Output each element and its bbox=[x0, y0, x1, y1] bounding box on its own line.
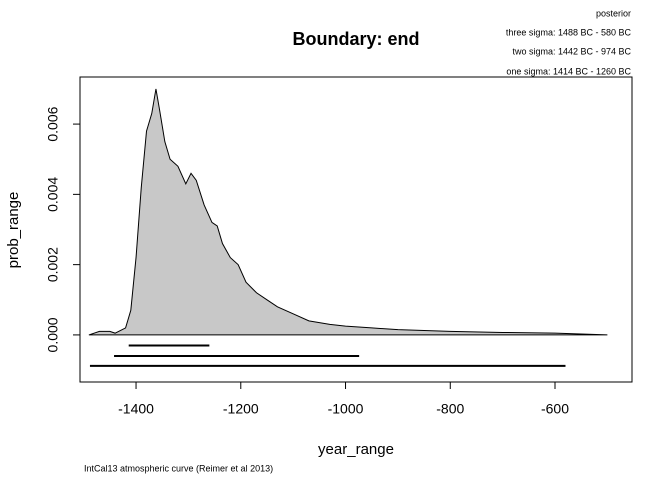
y-axis-label: prob_range bbox=[5, 192, 22, 269]
y-tick-label: 0.000 bbox=[45, 317, 61, 352]
x-axis-label: year_range bbox=[318, 441, 394, 458]
y-tick-label: 0.002 bbox=[45, 247, 61, 282]
annotation: one sigma: 1414 BC - 1260 BC bbox=[506, 66, 631, 76]
chart-title: Boundary: end bbox=[292, 29, 419, 49]
annotation: three sigma: 1488 BC - 580 BC bbox=[506, 27, 632, 37]
y-tick-label: 0.004 bbox=[45, 177, 61, 212]
x-tick-label: -600 bbox=[541, 401, 569, 417]
x-tick-label: -1000 bbox=[328, 401, 364, 417]
plot-frame bbox=[79, 76, 633, 383]
x-tick-label: -1400 bbox=[118, 401, 154, 417]
density-area bbox=[88, 88, 608, 336]
y-tick-label: 0.006 bbox=[45, 106, 61, 141]
footnote: IntCal13 atmospheric curve (Reimer et al… bbox=[84, 463, 273, 473]
x-tick-label: -1200 bbox=[223, 401, 259, 417]
annotation: two sigma: 1442 BC - 974 BC bbox=[512, 46, 631, 56]
subtitle: posterior bbox=[596, 8, 631, 18]
x-tick-label: -800 bbox=[436, 401, 464, 417]
